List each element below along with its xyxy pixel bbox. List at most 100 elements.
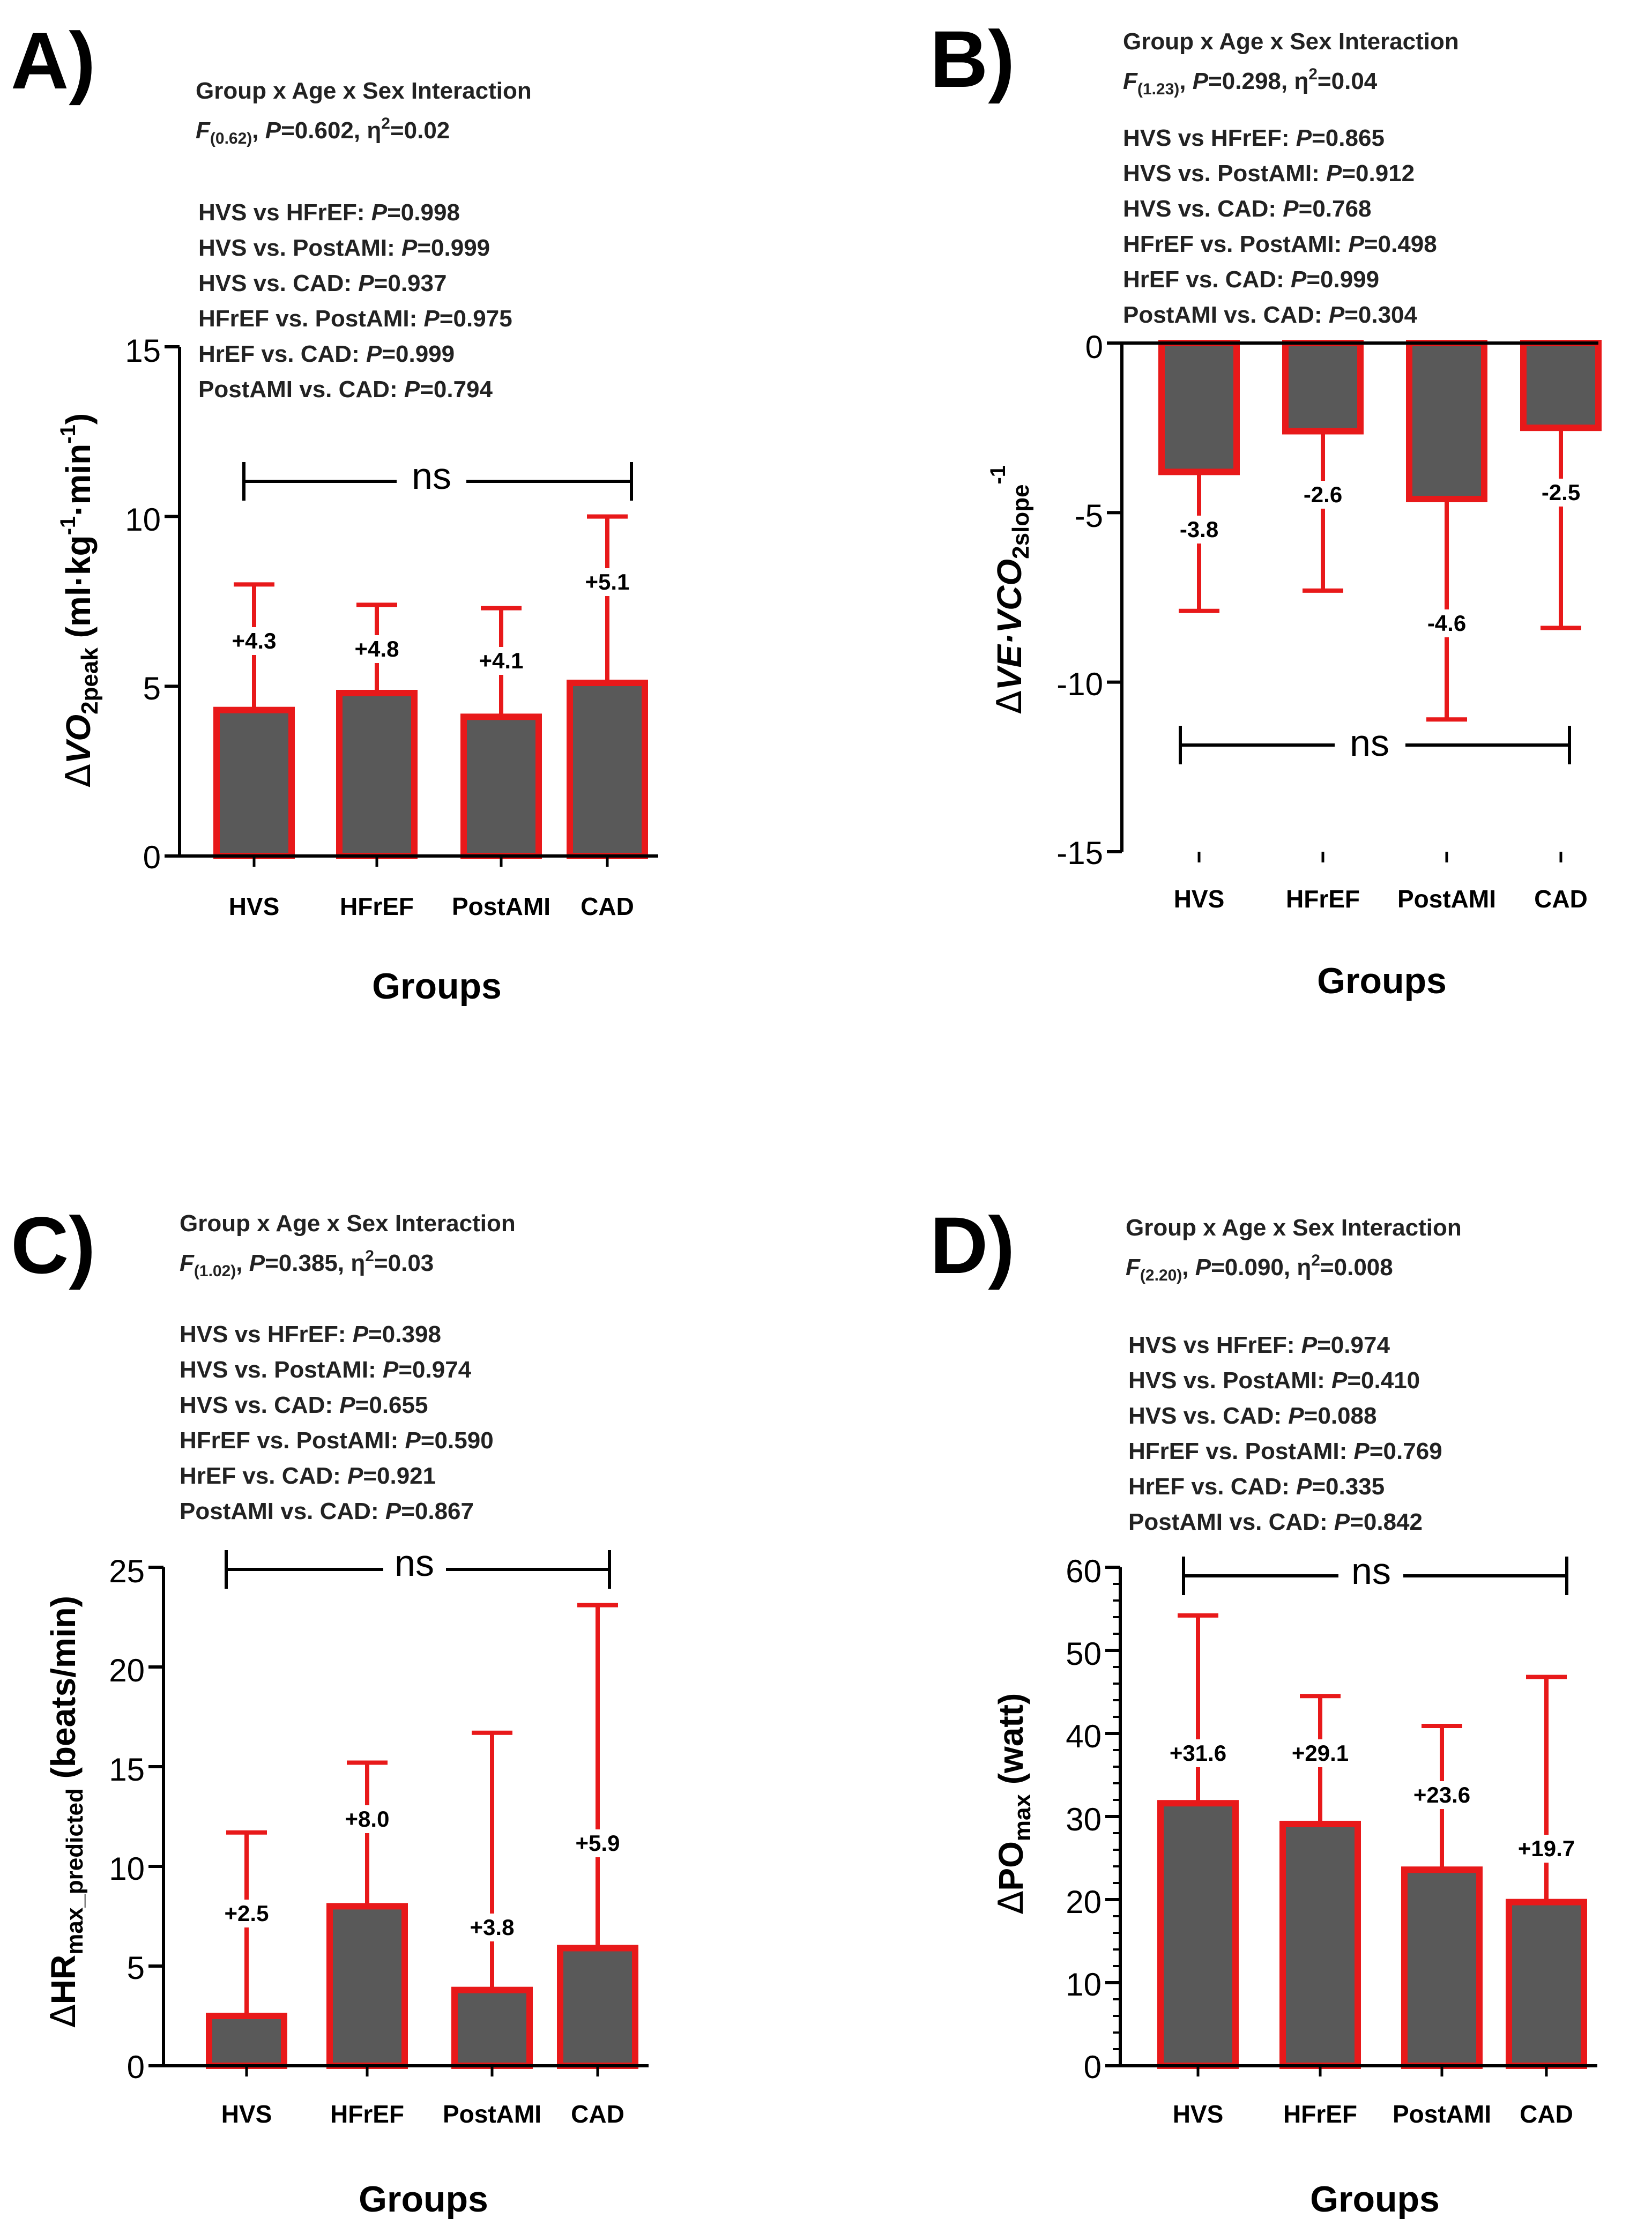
- comparison-value: =0.335: [1312, 1473, 1385, 1500]
- comparison-p: P: [1349, 231, 1365, 257]
- y-tick-label: 5: [143, 671, 161, 706]
- comparison-label: HVS vs. PostAMI:: [1128, 1367, 1331, 1394]
- bar: [336, 690, 418, 859]
- comparison-label: HFrEF vs. PostAMI:: [180, 1427, 405, 1454]
- eta-symbol: η: [367, 117, 381, 144]
- panel-a: A) Group x Age x Sex Interaction F(0.62)…: [11, 16, 658, 1007]
- y-tick-label: -15: [1056, 835, 1103, 871]
- comparison-value: =0.498: [1364, 231, 1437, 257]
- f-df: (2.20): [1140, 1267, 1182, 1284]
- data-label: +29.1: [1292, 1740, 1349, 1766]
- x-axis-label: Groups: [1317, 961, 1447, 1001]
- comparison-p: P: [405, 1427, 421, 1454]
- comparison-p: P: [366, 341, 382, 367]
- comparison-label: HFrEF vs. PostAMI:: [1128, 1438, 1354, 1464]
- y-tick-label: 15: [125, 333, 161, 369]
- plot-area: +31.6 +29.1 +23.6 +19.7: [1105, 1557, 1597, 2076]
- significance-label: ns: [1351, 1550, 1391, 1592]
- comparison-line: HFrEF vs. PostAMI: P=0.590: [180, 1427, 494, 1454]
- data-label-background: [1413, 609, 1480, 637]
- x-tick-labels: HVS HFrEF PostAMI CAD: [1173, 2100, 1573, 2128]
- panel-letter: B): [930, 14, 1015, 104]
- y-tick-label: 20: [1066, 1884, 1102, 1920]
- y-tick-label: -10: [1056, 666, 1103, 702]
- y-label-main: PO: [992, 1841, 1030, 1890]
- bar: [1520, 340, 1602, 431]
- comparison-line: HVS vs. PostAMI: P=0.410: [1128, 1367, 1420, 1394]
- comparison-label: PostAMI vs. CAD:: [198, 376, 404, 403]
- data-label: +5.1: [585, 569, 630, 594]
- bar: [557, 1945, 638, 2070]
- y-tick-label: 30: [1066, 1802, 1102, 1837]
- comparison-label: HVS vs. PostAMI:: [180, 1357, 383, 1383]
- f-sep: ,: [252, 117, 265, 144]
- f-df: (0.62): [210, 130, 252, 147]
- y-tick-label: 60: [1066, 1553, 1102, 1589]
- panel-c: C) Group x Age x Sex Interaction F(1.02)…: [11, 1200, 649, 2220]
- y-tick-labels: -15 -10 -5 0: [1056, 329, 1103, 871]
- data-label-background: [468, 647, 534, 675]
- comparison-value: =0.768: [1299, 196, 1372, 222]
- y-tick-label: 5: [127, 1950, 145, 1986]
- bar: [1157, 1800, 1239, 2069]
- comparison-line: HVS vs. CAD: P=0.768: [1123, 196, 1371, 222]
- comparison-line: HrEF vs. CAD: P=0.999: [1123, 266, 1379, 293]
- comparison-p: P: [1291, 266, 1307, 293]
- y-label-delta: Δ: [44, 2004, 84, 2028]
- comparison-label: HFrEF vs. PostAMI:: [198, 306, 424, 332]
- comparison-value: =0.088: [1304, 1403, 1377, 1429]
- y-tick-label: 0: [127, 2049, 145, 2085]
- data-label-background: [564, 1829, 631, 1857]
- p-letter: P: [1193, 68, 1209, 94]
- comparison-value: =0.999: [382, 341, 455, 367]
- x-axis-label: Groups: [359, 2179, 488, 2220]
- data-label: +19.7: [1518, 1836, 1575, 1861]
- x-tick-label: HFrEF: [340, 892, 414, 920]
- comparison-p: P: [383, 1357, 399, 1383]
- comparison-line: HVS vs HFrEF: P=0.398: [180, 1321, 441, 1348]
- y-label-delta: Δ: [990, 690, 1030, 714]
- data-label: +4.8: [355, 636, 399, 661]
- bar: [1506, 1899, 1587, 2069]
- comparison-line: PostAMI vs. CAD: P=0.842: [1128, 1509, 1423, 1535]
- data-label-background: [574, 568, 641, 596]
- comparison-label: HVS vs HFrEF:: [180, 1321, 353, 1348]
- eta-symbol: η: [1297, 1254, 1311, 1281]
- comparison-label: HVS vs. CAD:: [180, 1392, 339, 1418]
- comparisons: HVS vs HFrEF: P=0.398 HVS vs. PostAMI: P…: [180, 1321, 494, 1524]
- x-tick-label: HVS: [1173, 2100, 1224, 2128]
- y-tick-label: 20: [109, 1653, 145, 1688]
- comparison-label: HrEF vs. CAD:: [1128, 1473, 1296, 1500]
- comparison-p: P: [347, 1463, 363, 1489]
- comparison-line: HVS vs. CAD: P=0.937: [198, 270, 447, 296]
- f-letter: F: [1126, 1254, 1141, 1281]
- y-label-post: (ml·kg: [59, 535, 98, 647]
- y-label-post: (watt): [992, 1693, 1030, 1794]
- data-label-background: [221, 627, 287, 655]
- panel-letter: A): [11, 16, 95, 106]
- comparison-value: =0.937: [374, 270, 447, 296]
- comparison-line: HrEF vs. CAD: P=0.999: [198, 341, 455, 367]
- comparison-label: PostAMI vs. CAD:: [1128, 1509, 1334, 1535]
- plot-area: -3.8 -2.6 -4.6 -2.5: [1107, 340, 1602, 862]
- comparison-line: PostAMI vs. CAD: P=0.304: [1123, 302, 1418, 328]
- panel-d: D) Group x Age x Sex Interaction F(2.20)…: [930, 1200, 1597, 2220]
- stats-f-line: F(1.02), P=0.385, η2=0.03: [180, 1247, 434, 1280]
- comparison-value: =0.912: [1342, 160, 1415, 187]
- eta-sup: 2: [365, 1247, 374, 1265]
- y-tick-label: 50: [1066, 1636, 1102, 1672]
- comparison-p: P: [1329, 302, 1345, 328]
- data-label-background: [1528, 479, 1594, 507]
- data-label-background: [1290, 481, 1356, 509]
- eta-symbol: η: [1294, 68, 1308, 94]
- comparison-line: PostAMI vs. CAD: P=0.867: [180, 1498, 474, 1524]
- bar: [1282, 340, 1364, 435]
- comparison-p: P: [1354, 1438, 1370, 1464]
- x-tick-labels: HVS HFrEF PostAMI CAD: [229, 892, 634, 920]
- x-tick-label: HVS: [229, 892, 280, 920]
- comparison-line: HFrEF vs. PostAMI: P=0.975: [198, 306, 512, 332]
- y-tick-label: 0: [143, 839, 161, 875]
- x-tick-label: CAD: [1534, 885, 1588, 913]
- y-axis-label: ΔPOmax (watt): [992, 1693, 1036, 1915]
